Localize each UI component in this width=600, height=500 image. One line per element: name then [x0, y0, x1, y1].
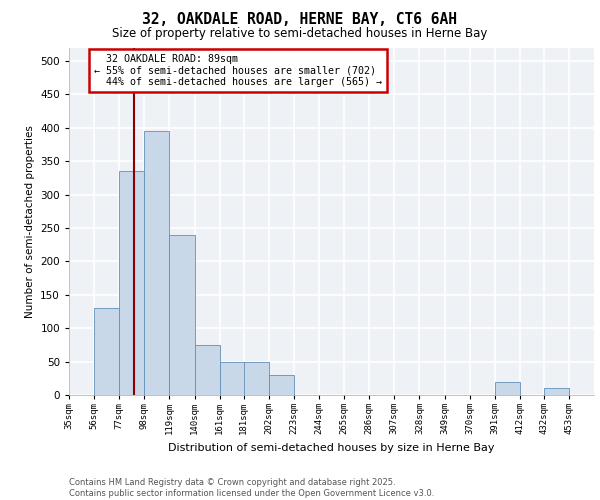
X-axis label: Distribution of semi-detached houses by size in Herne Bay: Distribution of semi-detached houses by … [168, 442, 495, 452]
Bar [145, 131, 169, 395]
Text: Size of property relative to semi-detached houses in Herne Bay: Size of property relative to semi-detach… [112, 28, 488, 40]
Text: 32, OAKDALE ROAD, HERNE BAY, CT6 6AH: 32, OAKDALE ROAD, HERNE BAY, CT6 6AH [143, 12, 458, 28]
Bar [544, 388, 569, 395]
Bar [244, 362, 269, 395]
Bar [495, 382, 520, 395]
Bar [194, 345, 220, 395]
Bar [119, 171, 145, 395]
Bar [220, 362, 245, 395]
Y-axis label: Number of semi-detached properties: Number of semi-detached properties [25, 125, 35, 318]
Bar [94, 308, 119, 395]
Text: Contains HM Land Registry data © Crown copyright and database right 2025.
Contai: Contains HM Land Registry data © Crown c… [69, 478, 434, 498]
Text: 32 OAKDALE ROAD: 89sqm
← 55% of semi-detached houses are smaller (702)
  44% of : 32 OAKDALE ROAD: 89sqm ← 55% of semi-det… [94, 54, 382, 88]
Bar [269, 375, 294, 395]
Bar [169, 234, 194, 395]
